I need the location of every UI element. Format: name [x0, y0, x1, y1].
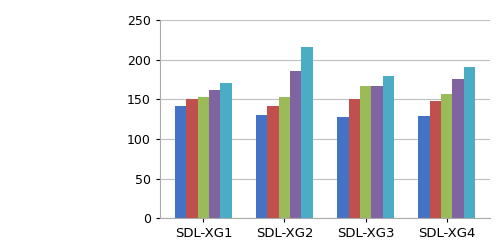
- Bar: [220, 83, 232, 218]
- Bar: [290, 71, 302, 218]
- Bar: [371, 86, 382, 218]
- Bar: [302, 47, 313, 218]
- Bar: [441, 94, 452, 218]
- Bar: [256, 115, 268, 218]
- Legend: M2-90, M2-50, M2-40, M2-30, M2-20: M2-90, M2-50, M2-40, M2-30, M2-20: [6, 78, 66, 170]
- Bar: [186, 99, 198, 218]
- Bar: [198, 97, 209, 218]
- Bar: [268, 106, 279, 218]
- Bar: [418, 116, 430, 218]
- Bar: [348, 99, 360, 218]
- Bar: [382, 76, 394, 218]
- Bar: [209, 90, 220, 218]
- Bar: [452, 79, 464, 218]
- Bar: [279, 97, 290, 218]
- Bar: [337, 118, 348, 218]
- Bar: [175, 106, 186, 218]
- Bar: [360, 86, 371, 218]
- Bar: [430, 101, 441, 218]
- Bar: [464, 67, 475, 218]
